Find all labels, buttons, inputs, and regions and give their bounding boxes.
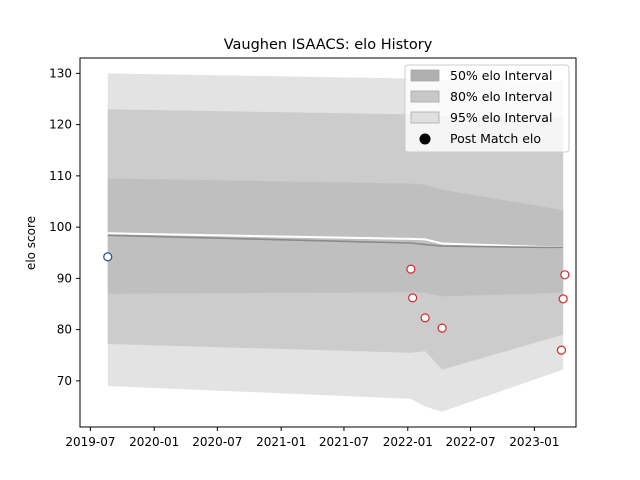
x-tick-label: 2020-01 [129,435,179,449]
y-axis-label: elo score [24,216,38,270]
legend-box [404,64,570,153]
post-match-elo-point [406,264,416,274]
legend: 50% elo Interval 80% elo Interval 95% elo … [404,64,570,153]
y-tick-label: 90 [57,271,72,285]
x-tick-label: 2020-07 [192,435,242,449]
y-tick-label: 100 [49,220,72,234]
plot-frame [79,57,577,428]
legend-swatch [410,90,440,103]
y-axis: 70 80 90 100 110 120 130 [49,66,80,388]
legend-label: Post Match elo [450,131,541,146]
legend-label: 80% elo Interval [450,89,552,104]
legend-swatch [410,69,440,82]
y-tick-label: 80 [57,323,72,337]
post-match-elo-point [103,252,113,262]
legend-label: 95% elo Interval [450,110,552,125]
legend-swatch [410,111,440,124]
y-tick-label: 130 [49,66,72,80]
plot-area [103,73,570,412]
post-match-elo-point [437,323,447,333]
x-tick-label: 2022-07 [445,435,495,449]
mean-elo-line [107,232,564,249]
y-tick-label: 120 [49,118,72,132]
x-tick-label: 2023-01 [509,435,559,449]
x-tick-label: 2021-07 [319,435,369,449]
post-match-elo-point [556,345,567,355]
chart-title: Vaughen ISAACS: elo History [224,37,433,53]
y-tick-label: 70 [57,374,72,388]
x-axis: 2019-07 2020-01 2020-07 2021-01 2021-07 2022-… [65,427,559,449]
x-tick-label: 2022-01 [383,435,433,449]
x-tick-label: 2019-07 [65,435,115,449]
median-elo-line [107,234,564,249]
x-tick-label: 2021-01 [256,435,306,449]
y-tick-label: 110 [49,169,72,183]
legend-marker-post-match [419,133,431,145]
post-match-elo-point [558,294,568,304]
post-match-elo-point [408,293,418,303]
post-match-elo-point [560,270,570,280]
post-match-elo-point [420,313,430,323]
legend-label: 50% elo Interval [450,68,552,83]
